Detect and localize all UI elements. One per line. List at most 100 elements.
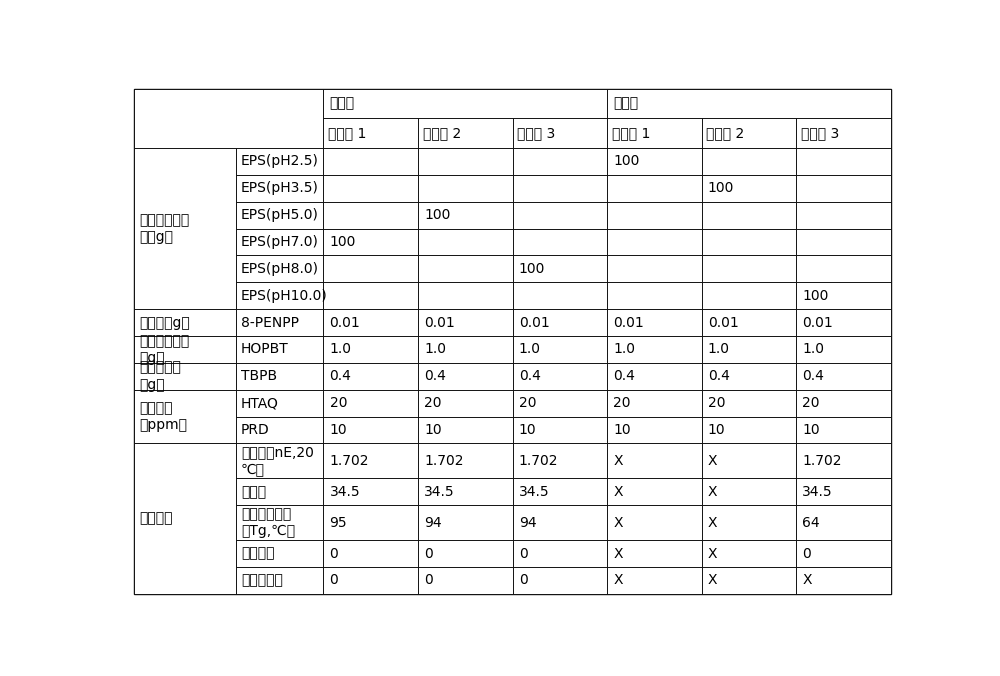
Text: 10: 10 <box>802 423 820 437</box>
Bar <box>134 89 323 148</box>
Bar <box>418 309 512 336</box>
Bar <box>796 416 891 443</box>
Bar <box>236 336 323 363</box>
Bar <box>134 336 236 363</box>
Text: 比较例 3: 比较例 3 <box>801 126 839 140</box>
Text: HTAQ: HTAQ <box>241 396 279 410</box>
Text: 0.4: 0.4 <box>330 369 351 383</box>
Text: 1.702: 1.702 <box>424 454 464 468</box>
Text: 1.0: 1.0 <box>708 343 730 356</box>
Text: 实施例 1: 实施例 1 <box>328 126 366 140</box>
Bar <box>134 390 236 443</box>
Text: X: X <box>708 547 717 560</box>
Bar <box>236 390 323 416</box>
Text: 64: 64 <box>802 516 820 530</box>
Bar <box>323 201 418 228</box>
Bar <box>796 363 891 390</box>
Text: 8-PENPP: 8-PENPP <box>241 316 299 330</box>
Text: 0.01: 0.01 <box>802 316 833 330</box>
Text: 20: 20 <box>802 396 820 410</box>
Bar <box>418 505 512 540</box>
Text: 0: 0 <box>519 573 527 587</box>
Bar <box>607 363 702 390</box>
Bar <box>323 336 418 363</box>
Text: 0.4: 0.4 <box>519 369 541 383</box>
Text: X: X <box>613 547 623 560</box>
Text: EPS(pH3.5): EPS(pH3.5) <box>241 181 319 195</box>
Bar <box>323 283 418 309</box>
Bar <box>607 175 702 201</box>
Text: 0.01: 0.01 <box>613 316 644 330</box>
Bar <box>512 505 607 540</box>
Bar <box>702 336 796 363</box>
Bar <box>512 175 607 201</box>
Bar <box>418 540 512 567</box>
Bar <box>323 443 418 479</box>
Bar <box>607 540 702 567</box>
Bar <box>796 309 891 336</box>
Bar <box>796 443 891 479</box>
Bar <box>512 228 607 256</box>
Text: 20: 20 <box>519 396 536 410</box>
Bar <box>512 148 607 175</box>
Bar <box>796 175 891 201</box>
Text: 20: 20 <box>708 396 725 410</box>
Bar <box>134 363 236 390</box>
Text: 实施例 3: 实施例 3 <box>517 126 555 140</box>
Bar <box>607 118 702 148</box>
Text: 94: 94 <box>519 516 536 530</box>
Text: 紫外线吸收剂
（g）: 紫外线吸收剂 （g） <box>140 334 190 365</box>
Bar <box>323 256 418 283</box>
Bar <box>702 567 796 594</box>
Text: 10: 10 <box>424 423 442 437</box>
Bar <box>512 336 607 363</box>
Text: 1.702: 1.702 <box>519 454 558 468</box>
Bar <box>323 363 418 390</box>
Bar <box>796 256 891 283</box>
Bar <box>702 148 796 175</box>
Text: EPS(pH2.5): EPS(pH2.5) <box>241 154 319 168</box>
Bar <box>134 148 236 309</box>
Bar <box>323 228 418 256</box>
Text: 100: 100 <box>613 154 640 168</box>
Text: 34.5: 34.5 <box>330 485 360 499</box>
Bar <box>607 336 702 363</box>
Bar <box>702 201 796 228</box>
Text: 100: 100 <box>802 289 829 303</box>
Bar <box>236 540 323 567</box>
Bar <box>134 443 236 594</box>
Bar <box>512 363 607 390</box>
Bar <box>607 505 702 540</box>
Text: 环硬化物化合
物（g）: 环硬化物化合 物（g） <box>140 213 190 244</box>
Bar <box>607 309 702 336</box>
Bar <box>607 567 702 594</box>
Text: 94: 94 <box>424 516 442 530</box>
Bar <box>236 309 323 336</box>
Bar <box>512 416 607 443</box>
Bar <box>702 390 796 416</box>
Bar <box>512 540 607 567</box>
Bar <box>418 336 512 363</box>
Text: X: X <box>708 485 717 499</box>
Text: 脱模剂（g）: 脱模剂（g） <box>140 316 190 330</box>
Text: 1.0: 1.0 <box>330 343 352 356</box>
Text: EPS(pH10.0): EPS(pH10.0) <box>241 289 328 303</box>
Bar <box>512 567 607 594</box>
Text: 0.01: 0.01 <box>424 316 455 330</box>
Text: 0: 0 <box>330 547 338 560</box>
Bar <box>236 416 323 443</box>
Text: PRD: PRD <box>241 423 270 437</box>
Bar <box>418 283 512 309</box>
Bar <box>323 505 418 540</box>
Text: 20: 20 <box>613 396 631 410</box>
Bar <box>323 390 418 416</box>
Bar <box>418 363 512 390</box>
Text: EPS(pH5.0): EPS(pH5.0) <box>241 208 319 222</box>
Text: 0.01: 0.01 <box>330 316 360 330</box>
Text: EPS(pH7.0): EPS(pH7.0) <box>241 235 319 249</box>
Text: 100: 100 <box>330 235 356 249</box>
Text: X: X <box>613 573 623 587</box>
Bar <box>512 309 607 336</box>
Text: 34.5: 34.5 <box>519 485 549 499</box>
Bar <box>323 175 418 201</box>
